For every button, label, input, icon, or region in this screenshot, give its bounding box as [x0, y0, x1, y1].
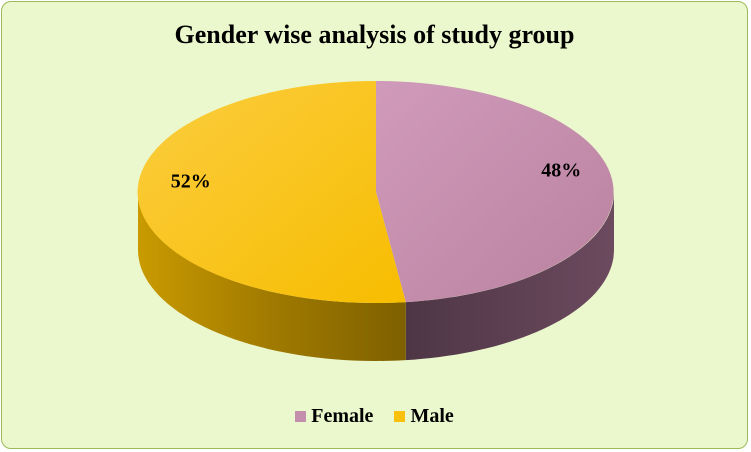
data-label-female: 48% — [541, 160, 581, 182]
legend-swatch-female — [295, 411, 307, 422]
legend-label-female: Female — [311, 405, 374, 427]
pie-side-male — [138, 192, 406, 361]
pie-slice-male — [137, 80, 406, 303]
legend-item-female: Female — [295, 405, 373, 428]
pie-side-female — [405, 192, 614, 361]
chart-title: Gender wise analysis of study group — [174, 20, 575, 49]
data-label-male: 52% — [171, 170, 211, 192]
chart-legend: Female Male — [2, 405, 747, 428]
legend-label-male: Male — [410, 405, 454, 427]
legend-item-male: Male — [394, 405, 454, 428]
legend-swatch-male — [394, 411, 406, 422]
pie-slice-female — [376, 81, 614, 303]
